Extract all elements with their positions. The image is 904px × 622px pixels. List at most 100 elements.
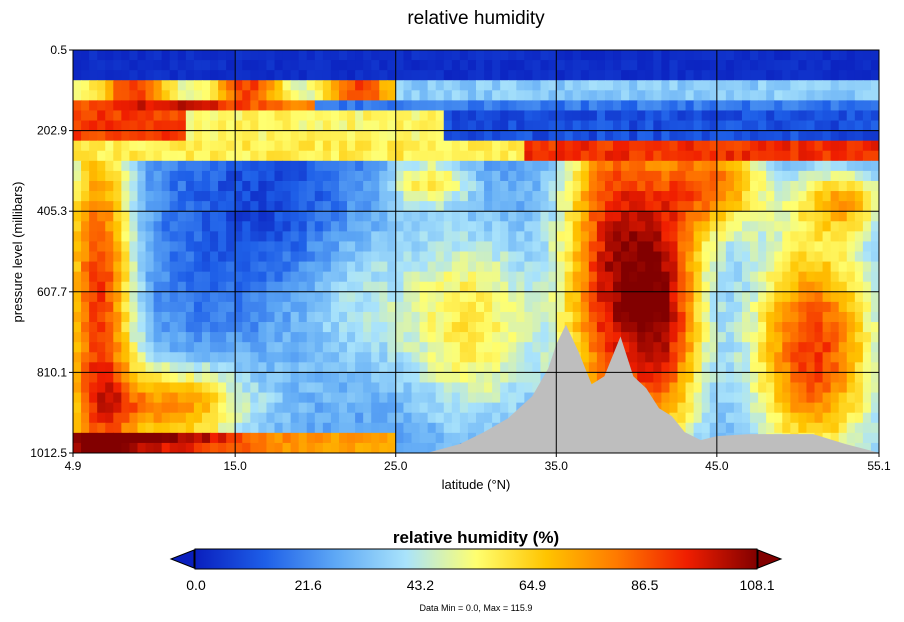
- heatmap-cell: [596, 60, 606, 71]
- heatmap-cell: [81, 442, 90, 453]
- heatmap-cell: [782, 130, 791, 142]
- heatmap-cell: [766, 70, 775, 81]
- heatmap-cell: [516, 221, 525, 232]
- heatmap-cell: [355, 110, 364, 122]
- heatmap-cell: [701, 221, 711, 232]
- heatmap-cell: [725, 90, 735, 101]
- heatmap-cell: [532, 241, 542, 253]
- heatmap-cell: [774, 100, 783, 112]
- heatmap-cell: [532, 342, 542, 353]
- heatmap-cell: [669, 301, 679, 313]
- heatmap-cell: [725, 60, 735, 71]
- heatmap-cell: [613, 201, 622, 212]
- heatmap-cell: [750, 271, 759, 283]
- heatmap-cell: [338, 211, 348, 222]
- heatmap-cell: [330, 110, 340, 122]
- heatmap-cell: [137, 392, 147, 404]
- heatmap-cell: [830, 130, 840, 142]
- heatmap-cell: [492, 140, 501, 152]
- heatmap-cell: [830, 90, 840, 101]
- heatmap-cell: [403, 311, 413, 323]
- heatmap-cell: [677, 100, 687, 112]
- heatmap-cell: [806, 120, 816, 132]
- heatmap-cell: [97, 322, 106, 333]
- heatmap-cell: [540, 271, 550, 283]
- heatmap-cell: [419, 170, 429, 182]
- heatmap-cell: [669, 70, 679, 81]
- heatmap-cell: [717, 170, 727, 182]
- heatmap-cell: [137, 180, 147, 192]
- heatmap-cell: [524, 100, 534, 112]
- heatmap-cell: [314, 150, 324, 162]
- heatmap-cell: [677, 251, 687, 263]
- heatmap-cell: [790, 251, 799, 263]
- heatmap-cell: [862, 332, 872, 343]
- heatmap-cell: [145, 130, 155, 142]
- heatmap-cell: [258, 352, 268, 363]
- heatmap-cell: [750, 231, 759, 243]
- heatmap-cell: [73, 412, 82, 424]
- heatmap-cell: [774, 140, 783, 152]
- heatmap-cell: [258, 110, 268, 122]
- heatmap-cell: [750, 170, 759, 182]
- heatmap-cell: [113, 322, 122, 333]
- heatmap-cell: [218, 271, 227, 283]
- heatmap-cell: [419, 100, 429, 112]
- heatmap-cell: [661, 382, 671, 394]
- heatmap-cell: [330, 90, 340, 101]
- heatmap-cell: [790, 261, 799, 273]
- heatmap-cell: [169, 392, 179, 404]
- heatmap-cell: [97, 311, 106, 323]
- heatmap-cell: [121, 372, 131, 384]
- heatmap-cell: [532, 231, 542, 243]
- heatmap-cell: [290, 110, 300, 122]
- heatmap-cell: [161, 211, 171, 222]
- heatmap-cell: [790, 80, 799, 91]
- heatmap-cell: [242, 362, 251, 373]
- heatmap-cell: [266, 180, 276, 192]
- heatmap-cell: [604, 352, 614, 363]
- heatmap-cell: [838, 301, 848, 313]
- heatmap-cell: [693, 271, 703, 283]
- heatmap-cell: [153, 201, 163, 212]
- heatmap-cell: [338, 70, 348, 81]
- heatmap-cell: [274, 332, 284, 343]
- y-tick-label: 0.5: [50, 43, 67, 57]
- heatmap-cell: [250, 221, 259, 232]
- heatmap-cell: [750, 241, 759, 253]
- heatmap-cell: [782, 261, 791, 273]
- heatmap-cell: [645, 301, 654, 313]
- heatmap-cell: [314, 80, 324, 91]
- heatmap-cell: [193, 251, 203, 263]
- heatmap-cell: [532, 311, 542, 323]
- heatmap-cell: [701, 271, 711, 283]
- heatmap-cell: [113, 412, 122, 424]
- heatmap-cell: [677, 402, 687, 414]
- heatmap-cell: [387, 221, 396, 232]
- heatmap-cell: [822, 422, 832, 434]
- heatmap-cell: [347, 442, 356, 453]
- heatmap-cell: [73, 322, 82, 333]
- heatmap-cell: [540, 251, 550, 263]
- heatmap-cell: [564, 50, 574, 61]
- heatmap-cell: [169, 90, 179, 101]
- heatmap-cell: [201, 70, 211, 81]
- heatmap-cell: [653, 322, 662, 333]
- heatmap-cell: [322, 150, 332, 162]
- heatmap-cell: [73, 80, 82, 91]
- heatmap-cell: [274, 60, 284, 71]
- heatmap-cell: [661, 211, 671, 222]
- heatmap-cell: [492, 271, 501, 283]
- heatmap-cell: [782, 80, 791, 91]
- heatmap-cell: [870, 130, 879, 142]
- heatmap-cell: [387, 140, 396, 152]
- heatmap-cell: [145, 80, 155, 91]
- heatmap-cell: [725, 70, 735, 81]
- heatmap-cell: [145, 342, 155, 353]
- heatmap-cell: [758, 130, 767, 142]
- heatmap-cell: [89, 412, 98, 424]
- heatmap-cell: [129, 352, 139, 363]
- heatmap-cell: [717, 412, 727, 424]
- heatmap-cell: [395, 90, 405, 101]
- heatmap-cell: [185, 180, 195, 192]
